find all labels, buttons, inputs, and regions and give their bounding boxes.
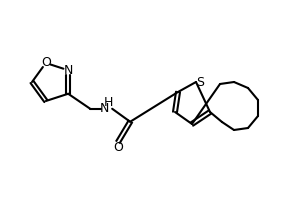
Text: S: S — [196, 75, 204, 88]
Text: O: O — [41, 56, 51, 69]
Text: H: H — [103, 96, 113, 109]
Text: O: O — [113, 141, 123, 154]
Text: N: N — [64, 64, 73, 77]
Text: N: N — [100, 102, 109, 115]
